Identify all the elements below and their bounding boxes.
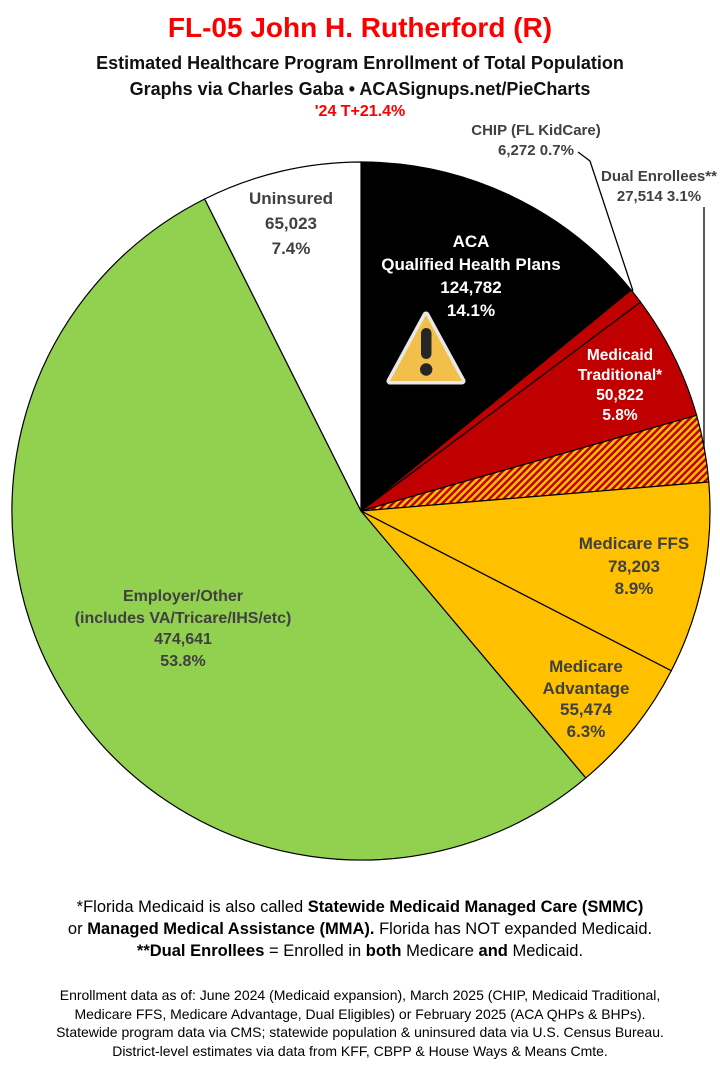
chart-byline: Graphs via Charles Gaba • ACASignups.net…: [129, 79, 591, 99]
slice-name: Advantage: [542, 678, 630, 698]
slice-label-aca: ACA Qualified Health Plans 124,782 14.1%: [381, 230, 561, 322]
footnote-line: *Florida Medicaid is also called Statewi…: [76, 898, 644, 916]
leader-lines: [577, 151, 705, 449]
chip-leader-line: [577, 151, 634, 292]
slice-label-uninsured: Uninsured 65,023 7.4%: [249, 186, 333, 261]
slice-value: 124,782: [440, 278, 502, 297]
pie-slice-uninsured: [203, 161, 362, 512]
slice-name: Medicare FFS: [578, 534, 690, 553]
slice-label-chip: CHIP (FL KidCare) 6,272 0.7%: [471, 121, 600, 161]
trend-label: '24 T+21.4%: [314, 103, 406, 120]
footnote-line: Medicare FFS, Medicare Advantage, Dual E…: [74, 1005, 646, 1022]
slice-value: 27,514 3.1%: [616, 188, 702, 205]
medicaid-footnote: *Florida Medicaid is also called Statewi…: [0, 896, 720, 962]
footnote-line: **Dual Enrollees = Enrolled in both Medi…: [136, 942, 584, 960]
pie-slice-medicaid-traditional: [360, 301, 698, 512]
warning-icon: [386, 311, 466, 385]
pie-slice-medicare-advantage: [360, 510, 673, 779]
slice-name: (includes VA/Tricare/IHS/etc): [74, 609, 292, 627]
slice-value: 50,822: [596, 387, 644, 404]
footnote-line: or Managed Medical Assistance (MMA). Flo…: [67, 920, 653, 938]
slice-name: Medicare: [549, 657, 623, 676]
footnote-line: District-level estimates via data from K…: [112, 1042, 608, 1059]
source-footnote: Enrollment data as of: June 2024 (Medica…: [0, 986, 720, 1060]
slice-pct: 5.8%: [602, 407, 638, 424]
slice-name: Dual Enrollees**: [601, 168, 717, 185]
pie-slice-aca-qhp: [360, 161, 632, 513]
slice-label-medicare-ffs: Medicare FFS 78,203 8.9%: [579, 533, 690, 601]
slice-label-dual-enrollees: Dual Enrollees** 27,514 3.1%: [601, 167, 717, 207]
page-title: FL-05 John H. Rutherford (R): [167, 12, 553, 43]
slice-value: 65,023: [265, 214, 317, 233]
slice-name: ACA: [452, 232, 490, 251]
slice-pct: 53.8%: [160, 652, 206, 670]
slice-label-medicaid-traditional: Medicaid Traditional* 50,822 5.8%: [578, 346, 662, 426]
slice-label-medicare-advantage: Medicare Advantage 55,474 6.3%: [543, 656, 630, 742]
slice-pct: 6.3%: [566, 721, 606, 741]
slice-pct: 8.9%: [614, 579, 654, 598]
slice-value: 6,272 0.7%: [498, 142, 574, 159]
footnote-line: Enrollment data as of: June 2024 (Medica…: [59, 987, 661, 1003]
slice-name: Employer/Other: [122, 588, 244, 605]
slice-pct: 14.1%: [446, 301, 496, 320]
pie-slice-medicare-ffs: [358, 481, 711, 672]
slice-name: Medicaid: [586, 347, 654, 364]
slice-name: Traditional*: [577, 367, 663, 384]
chart-subtitle: Estimated Healthcare Program Enrollment …: [96, 53, 624, 73]
slice-value: 78,203: [607, 556, 660, 576]
slice-name: CHIP (FL KidCare): [471, 122, 601, 139]
footnote-line: Statewide program data via CMS; statewid…: [56, 1024, 664, 1040]
slice-value: 474,641: [154, 631, 212, 648]
slice-name: Qualified Health Plans: [381, 255, 561, 274]
pie-slices: [11, 161, 711, 861]
slice-value: 55,474: [559, 700, 612, 719]
slice-name: Uninsured: [248, 189, 334, 208]
pie-slice-employer-other: [11, 198, 587, 861]
slice-pct: 7.4%: [271, 239, 311, 258]
slice-label-employer-other: Employer/Other (includes VA/Tricare/IHS/…: [75, 586, 292, 672]
